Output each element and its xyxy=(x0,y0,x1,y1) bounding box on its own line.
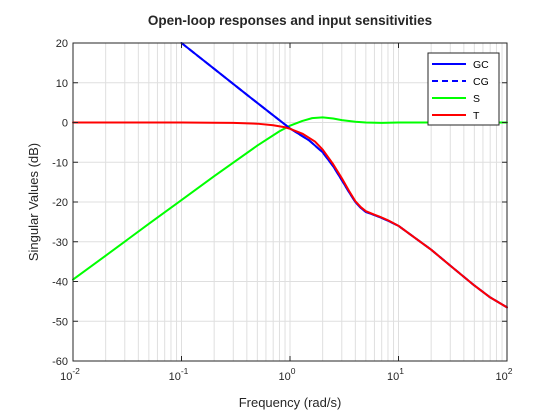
x-tick-label: 101 xyxy=(387,366,404,383)
legend: GC CG ST xyxy=(427,52,500,126)
y-tick-label: -30 xyxy=(52,237,68,249)
legend-label-s: S xyxy=(473,93,480,105)
y-tick-label: 10 xyxy=(56,78,68,90)
legend-label-gc: GC xyxy=(473,59,489,71)
grid-lines xyxy=(72,42,507,362)
chart-title: Open-loop responses and input sensitivit… xyxy=(148,13,432,28)
y-tick-label: -40 xyxy=(52,277,68,289)
y-tick-label: -60 xyxy=(52,356,68,368)
y-tick-label: 20 xyxy=(56,38,68,50)
x-tick-label: 10-1 xyxy=(169,366,189,383)
series-line-t xyxy=(72,121,508,309)
series-line-s xyxy=(72,116,508,281)
x-axis-label: Frequency (rad/s) xyxy=(239,395,342,410)
y-tick-label: -10 xyxy=(52,157,68,169)
plot-curves xyxy=(72,42,508,309)
y-tick-label: -50 xyxy=(52,316,68,328)
legend-label-cg: CG xyxy=(473,76,489,88)
legend-label-t: T xyxy=(473,110,480,122)
y-tick-label: -20 xyxy=(52,197,68,209)
x-tick-label: 100 xyxy=(279,366,296,383)
x-tick-label: 102 xyxy=(496,366,513,383)
y-axis-label: Singular Values (dB) xyxy=(26,143,41,261)
x-tick-label: 10-2 xyxy=(60,366,80,383)
y-tick-label: 0 xyxy=(62,118,68,130)
